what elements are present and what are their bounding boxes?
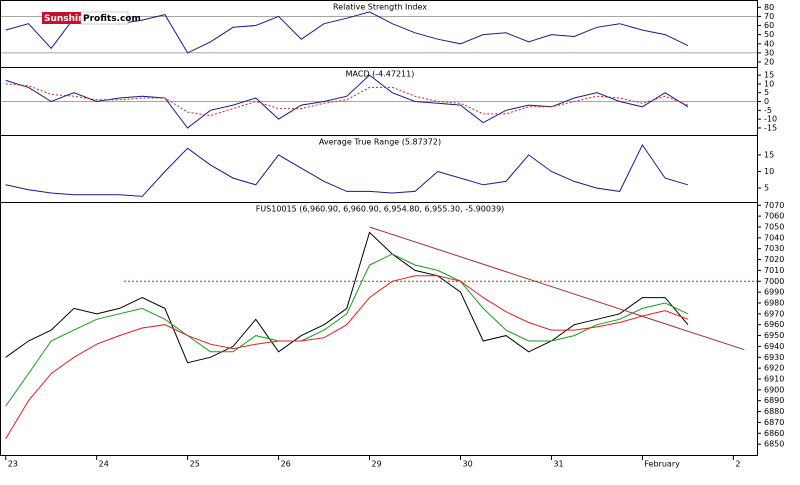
y-tick-label: 7000 — [764, 277, 784, 286]
x-tick-label: 24 — [99, 460, 109, 469]
y-tick-label: 7060 — [764, 212, 784, 221]
y-tick-label: 6950 — [764, 331, 784, 340]
y-tick-label: 6880 — [764, 407, 784, 416]
y-tick-label: 6980 — [764, 298, 784, 307]
y-tick-label: 10 — [764, 79, 774, 88]
x-tick-label: 31 — [553, 460, 563, 469]
y-tick-label: 5 — [764, 88, 769, 97]
logo-box — [80, 11, 129, 25]
y-tick-label: 5 — [764, 184, 769, 193]
y-tick-label: 6990 — [764, 288, 784, 297]
y-tick-label: 7030 — [764, 244, 784, 253]
x-tick-label: 30 — [462, 460, 472, 469]
series-line — [5, 83, 689, 117]
y-tick-label: 15 — [764, 150, 774, 159]
y-tick-label: 6910 — [764, 374, 784, 383]
x-tick-label: 26 — [281, 460, 291, 469]
y-tick-label: 7070 — [764, 201, 784, 210]
logo-text: Sunshine — [44, 14, 91, 24]
x-tick-label: 29 — [372, 460, 382, 469]
panel-frame — [0, 202, 758, 456]
y-tick-label: 6920 — [764, 364, 784, 373]
panel-title: MACD (-4.47211) — [346, 70, 415, 79]
y-tick-label: 6930 — [764, 353, 784, 362]
panel-title: Average True Range (5.87372) — [319, 138, 441, 147]
y-tick-label: 60 — [764, 21, 774, 30]
logo: Sunshine Profits.com — [42, 11, 141, 25]
y-tick-label: -15 — [764, 123, 777, 132]
y-tick-label: 0 — [764, 97, 769, 106]
x-tick-label: 23 — [8, 460, 18, 469]
series-line — [5, 144, 689, 197]
y-tick-label: 40 — [764, 39, 774, 48]
y-tick-label: 7020 — [764, 255, 784, 264]
y-tick-label: 70 — [764, 12, 774, 21]
y-tick-label: 6850 — [764, 440, 784, 449]
y-tick-label: 6890 — [764, 396, 784, 405]
series-line — [5, 275, 689, 439]
y-tick-label: 10 — [764, 167, 774, 176]
y-tick-label: 6870 — [764, 418, 784, 427]
series-line — [369, 226, 745, 351]
y-tick-label: 15 — [764, 71, 774, 80]
logo-box — [42, 12, 81, 24]
y-tick-label: 30 — [764, 48, 774, 57]
panel-title: FUS10015 (6,960.90, 6,960.90, 6,954.80, … — [256, 205, 505, 214]
series-line — [5, 231, 689, 364]
x-tick-label: 25 — [190, 460, 200, 469]
y-tick-label: 6860 — [764, 429, 784, 438]
y-tick-label: -5 — [764, 106, 772, 115]
x-tick-label: February — [644, 460, 680, 469]
y-tick-label: 6970 — [764, 309, 784, 318]
panel-title: Relative Strength Index — [333, 3, 427, 12]
y-tick-label: 80 — [764, 3, 774, 12]
y-tick-label: 7010 — [764, 266, 784, 275]
y-tick-label: -10 — [764, 115, 777, 124]
y-tick-label: 6940 — [764, 342, 784, 351]
y-tick-label: 50 — [764, 30, 774, 39]
y-tick-label: 7050 — [764, 222, 784, 231]
y-tick-label: 7040 — [764, 233, 784, 242]
series-line — [5, 253, 689, 407]
y-tick-label: 20 — [764, 57, 774, 66]
logo-text: Profits.com — [83, 14, 141, 24]
series-line — [5, 74, 689, 129]
x-tick-label: 2 — [735, 460, 740, 469]
y-tick-label: 6960 — [764, 320, 784, 329]
y-tick-label: 6900 — [764, 385, 784, 394]
